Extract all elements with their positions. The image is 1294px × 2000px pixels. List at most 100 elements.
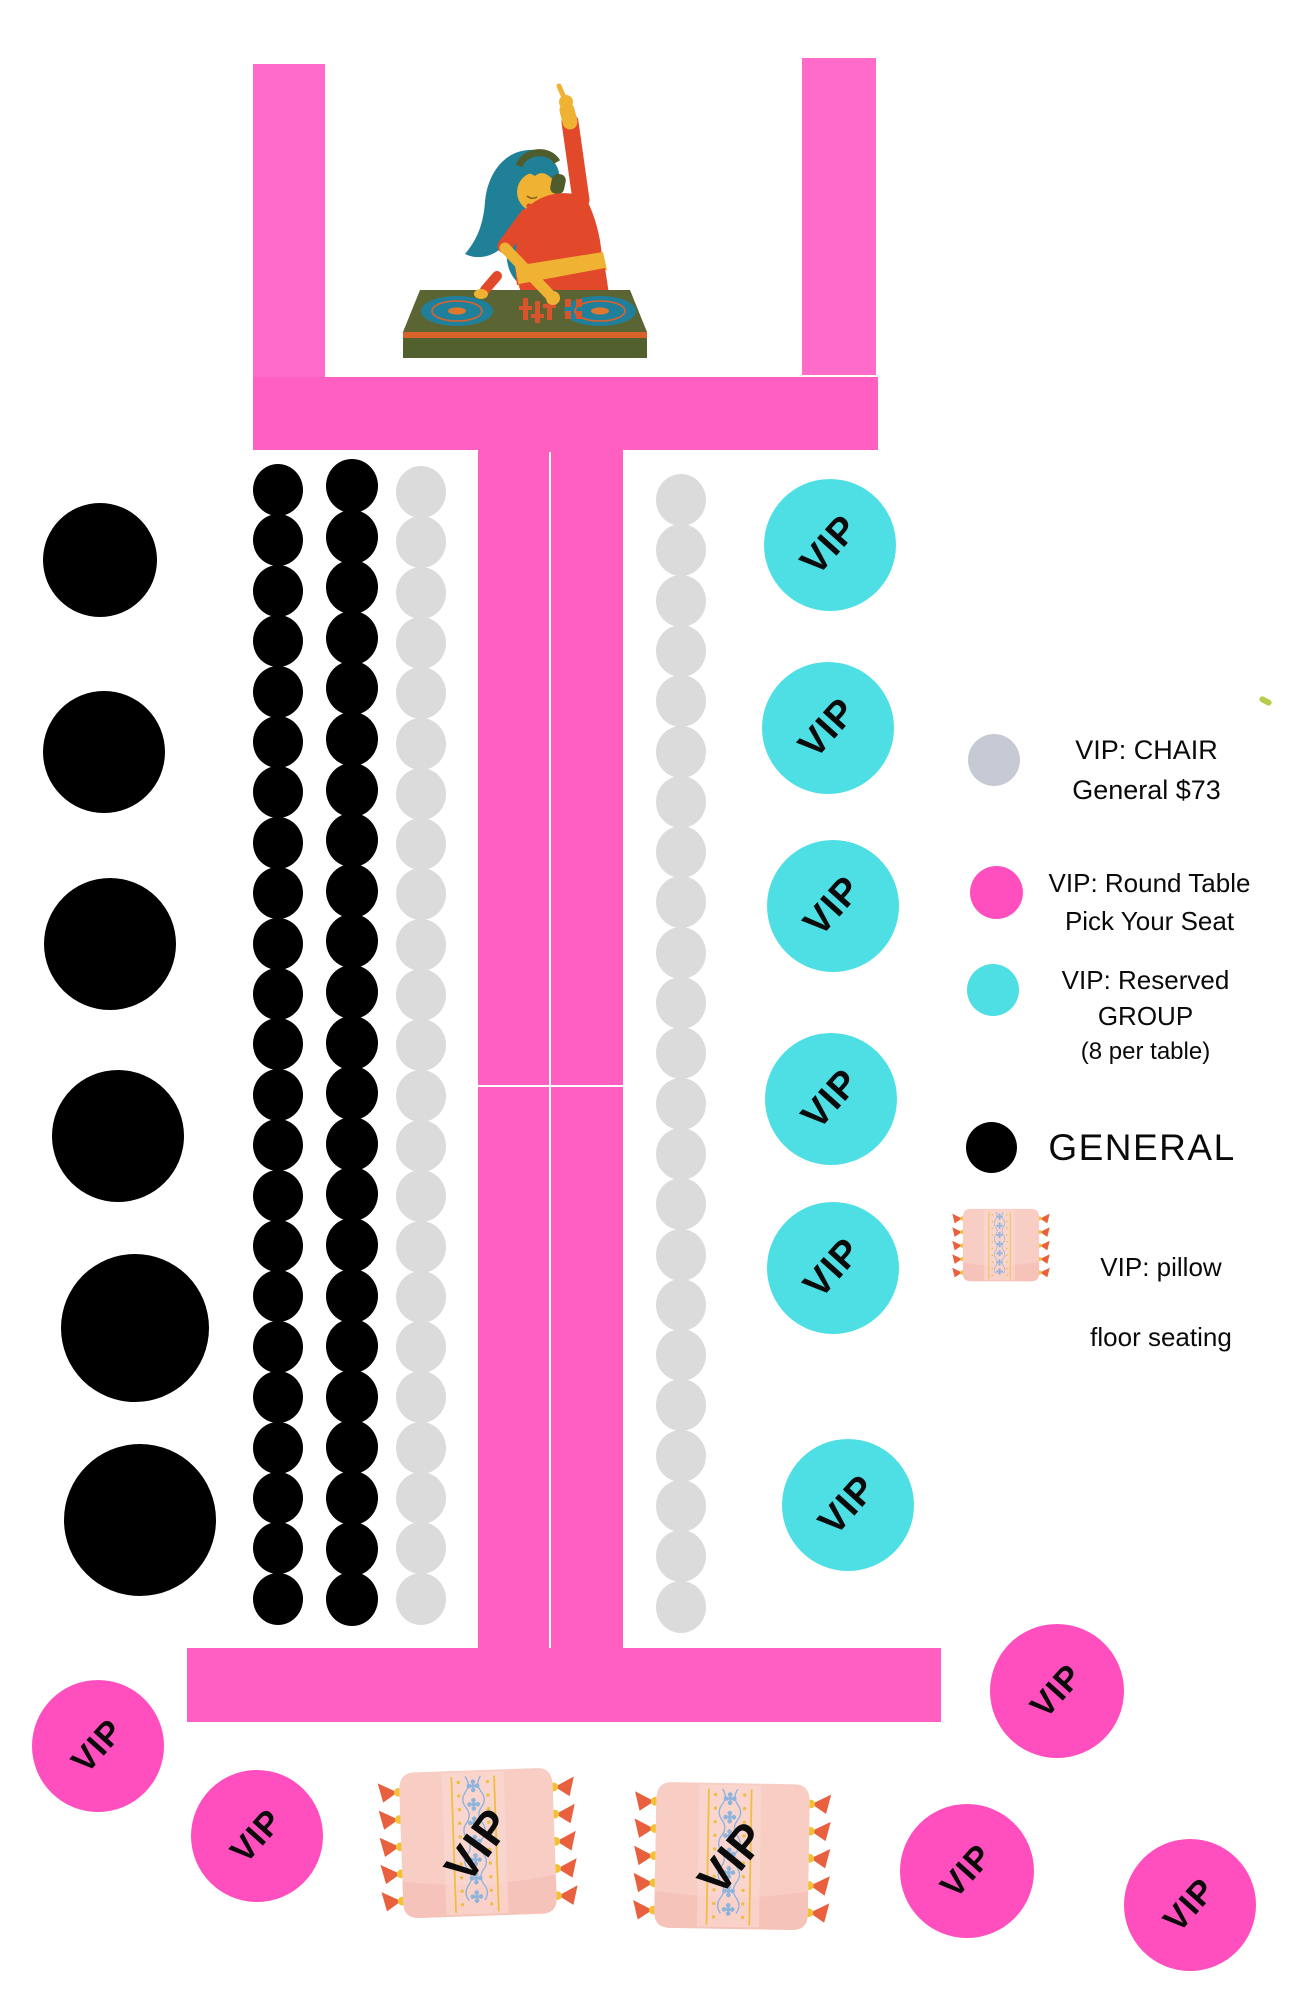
- seat-dot[interactable]: [253, 1472, 303, 1524]
- seat-dot[interactable]: [396, 466, 446, 518]
- seat-dot[interactable]: [656, 1530, 706, 1583]
- pillow-seat[interactable]: VIP: [373, 1758, 583, 1931]
- seat-dot[interactable]: [656, 474, 706, 526]
- seat-dot[interactable]: [396, 1069, 446, 1122]
- seat-dot[interactable]: [656, 1178, 706, 1231]
- seat-dot[interactable]: [396, 1170, 446, 1223]
- seat-dot[interactable]: [326, 1116, 378, 1171]
- seat-dot[interactable]: [253, 816, 303, 869]
- seat-dot[interactable]: [326, 863, 378, 918]
- seat-dot[interactable]: [326, 1572, 378, 1627]
- seat-dot[interactable]: [656, 1379, 706, 1432]
- seat-dot[interactable]: [326, 1319, 378, 1374]
- seat-dot[interactable]: [396, 516, 446, 569]
- seat-dot[interactable]: [253, 867, 303, 920]
- seat-dot[interactable]: [253, 766, 303, 819]
- seat-dot[interactable]: [326, 1015, 378, 1070]
- seat-dot[interactable]: [326, 1521, 378, 1576]
- vip-group-table[interactable]: VIP: [767, 840, 899, 972]
- vip-round-table[interactable]: VIP: [900, 1804, 1034, 1938]
- vip-round-table[interactable]: VIP: [32, 1680, 164, 1812]
- seat-dot[interactable]: [253, 917, 303, 970]
- vip-group-table[interactable]: VIP: [764, 479, 896, 611]
- seat-dot[interactable]: [396, 1321, 446, 1374]
- seat-dot[interactable]: [253, 464, 303, 516]
- seat-dot[interactable]: [253, 615, 303, 668]
- seat-dot[interactable]: [656, 1480, 706, 1532]
- seat-dot[interactable]: [326, 965, 378, 1019]
- vip-round-table[interactable]: VIP: [191, 1770, 323, 1902]
- seat-dot[interactable]: [253, 564, 303, 617]
- seat-dot[interactable]: [326, 1471, 378, 1525]
- seat-dot[interactable]: [253, 1320, 303, 1373]
- seat-dot[interactable]: [396, 1472, 446, 1524]
- seat-dot[interactable]: [253, 1220, 303, 1272]
- seat-dot[interactable]: [396, 1421, 446, 1474]
- seat-dot[interactable]: [326, 1167, 378, 1222]
- seat-dot[interactable]: [656, 1278, 706, 1331]
- seat-dot[interactable]: [396, 969, 446, 1021]
- seat-dot[interactable]: [396, 918, 446, 971]
- seat-dot[interactable]: [656, 1429, 706, 1482]
- seat-dot[interactable]: [326, 813, 378, 868]
- seat-dot[interactable]: [253, 1270, 303, 1323]
- seat-dot[interactable]: [326, 1420, 378, 1475]
- seat-dot[interactable]: [396, 767, 446, 820]
- vip-group-table[interactable]: VIP: [782, 1439, 914, 1571]
- seat-dot[interactable]: [253, 1068, 303, 1121]
- seat-dot[interactable]: [656, 775, 706, 828]
- pillow-seat[interactable]: VIP: [628, 1768, 835, 1948]
- seat-dot[interactable]: [396, 1270, 446, 1323]
- general-table[interactable]: [52, 1070, 184, 1202]
- seat-dot[interactable]: [326, 1268, 378, 1323]
- seat-dot[interactable]: [326, 1369, 378, 1424]
- seat-dot[interactable]: [326, 661, 378, 716]
- seat-dot[interactable]: [656, 725, 706, 778]
- seat-dot[interactable]: [253, 1572, 303, 1625]
- seat-dot[interactable]: [656, 574, 706, 627]
- seat-dot[interactable]: [396, 1119, 446, 1172]
- seat-dot[interactable]: [656, 1580, 706, 1633]
- seat-dot[interactable]: [326, 1066, 378, 1121]
- seat-dot[interactable]: [326, 560, 378, 615]
- seat-dot[interactable]: [656, 1228, 706, 1281]
- seat-dot[interactable]: [396, 1522, 446, 1575]
- seat-dot[interactable]: [656, 624, 706, 677]
- vip-round-table[interactable]: VIP: [1124, 1839, 1256, 1971]
- seat-dot[interactable]: [396, 868, 446, 921]
- seat-dot[interactable]: [326, 459, 378, 513]
- seat-dot[interactable]: [396, 667, 446, 720]
- seat-dot[interactable]: [253, 665, 303, 718]
- seat-dot[interactable]: [656, 977, 706, 1029]
- general-table[interactable]: [43, 503, 157, 617]
- general-table[interactable]: [43, 691, 165, 813]
- seat-dot[interactable]: [396, 1019, 446, 1072]
- seat-dot[interactable]: [396, 1572, 446, 1625]
- seat-dot[interactable]: [656, 876, 706, 929]
- seat-dot[interactable]: [396, 1371, 446, 1424]
- seat-dot[interactable]: [656, 926, 706, 979]
- vip-group-table[interactable]: VIP: [767, 1202, 899, 1334]
- seat-dot[interactable]: [326, 610, 378, 665]
- general-table[interactable]: [61, 1254, 209, 1402]
- seat-dot[interactable]: [326, 762, 378, 817]
- vip-group-table[interactable]: VIP: [762, 662, 894, 794]
- seat-dot[interactable]: [253, 1119, 303, 1172]
- vip-round-table[interactable]: VIP: [990, 1624, 1124, 1758]
- general-table[interactable]: [64, 1444, 216, 1596]
- seat-dot[interactable]: [396, 818, 446, 871]
- general-table[interactable]: [44, 878, 176, 1010]
- seat-dot[interactable]: [326, 712, 378, 766]
- seat-dot[interactable]: [396, 717, 446, 770]
- vip-group-table[interactable]: VIP: [765, 1033, 897, 1165]
- seat-dot[interactable]: [326, 914, 378, 969]
- seat-dot[interactable]: [253, 1169, 303, 1222]
- seat-dot[interactable]: [253, 1522, 303, 1575]
- seat-dot[interactable]: [656, 675, 706, 728]
- seat-dot[interactable]: [253, 1018, 303, 1071]
- seat-dot[interactable]: [656, 524, 706, 577]
- seat-dot[interactable]: [656, 1329, 706, 1382]
- seat-dot[interactable]: [656, 1027, 706, 1080]
- seat-dot[interactable]: [396, 616, 446, 669]
- seat-dot[interactable]: [396, 1220, 446, 1273]
